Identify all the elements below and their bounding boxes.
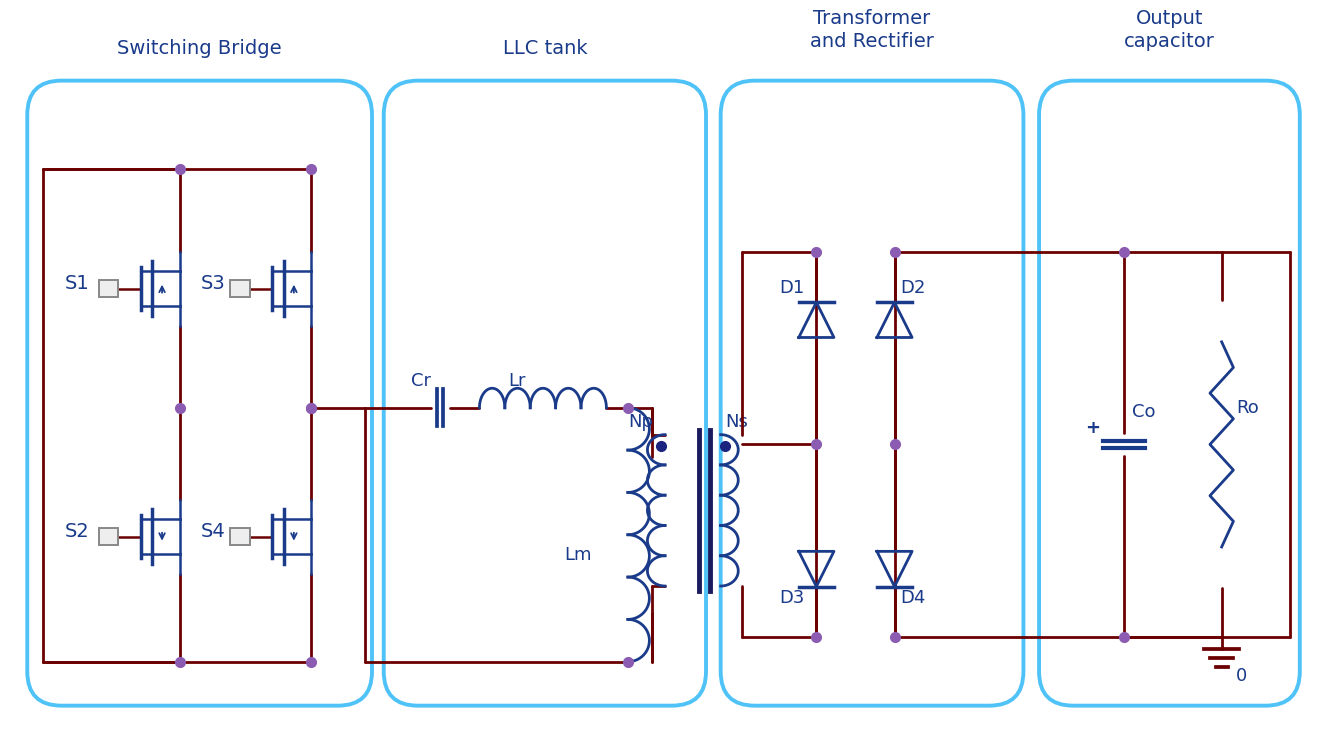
FancyBboxPatch shape <box>230 280 250 297</box>
Text: D1: D1 <box>779 279 805 297</box>
Text: Transformer
and Rectifier: Transformer and Rectifier <box>810 9 934 51</box>
Text: +: + <box>1085 419 1100 436</box>
Text: 0: 0 <box>1237 667 1248 685</box>
FancyBboxPatch shape <box>98 280 118 297</box>
Text: Co: Co <box>1132 403 1156 421</box>
FancyBboxPatch shape <box>98 528 118 545</box>
Text: Ro: Ro <box>1237 400 1260 417</box>
Text: Np: Np <box>628 413 653 431</box>
Text: S1: S1 <box>64 274 89 293</box>
Text: D4: D4 <box>900 589 926 607</box>
FancyBboxPatch shape <box>230 528 250 545</box>
Text: D2: D2 <box>900 279 926 297</box>
Text: Cr: Cr <box>411 372 431 391</box>
Text: LLC tank: LLC tank <box>503 39 587 58</box>
Text: Switching Bridge: Switching Bridge <box>117 39 282 58</box>
Text: S2: S2 <box>64 523 89 541</box>
Text: D3: D3 <box>779 589 805 607</box>
Text: Lr: Lr <box>509 372 527 391</box>
Text: Output
capacitor: Output capacitor <box>1124 9 1214 51</box>
Text: Ns: Ns <box>726 413 749 431</box>
Text: S3: S3 <box>201 274 226 293</box>
Text: Lm: Lm <box>564 546 592 564</box>
Text: S4: S4 <box>201 523 226 541</box>
